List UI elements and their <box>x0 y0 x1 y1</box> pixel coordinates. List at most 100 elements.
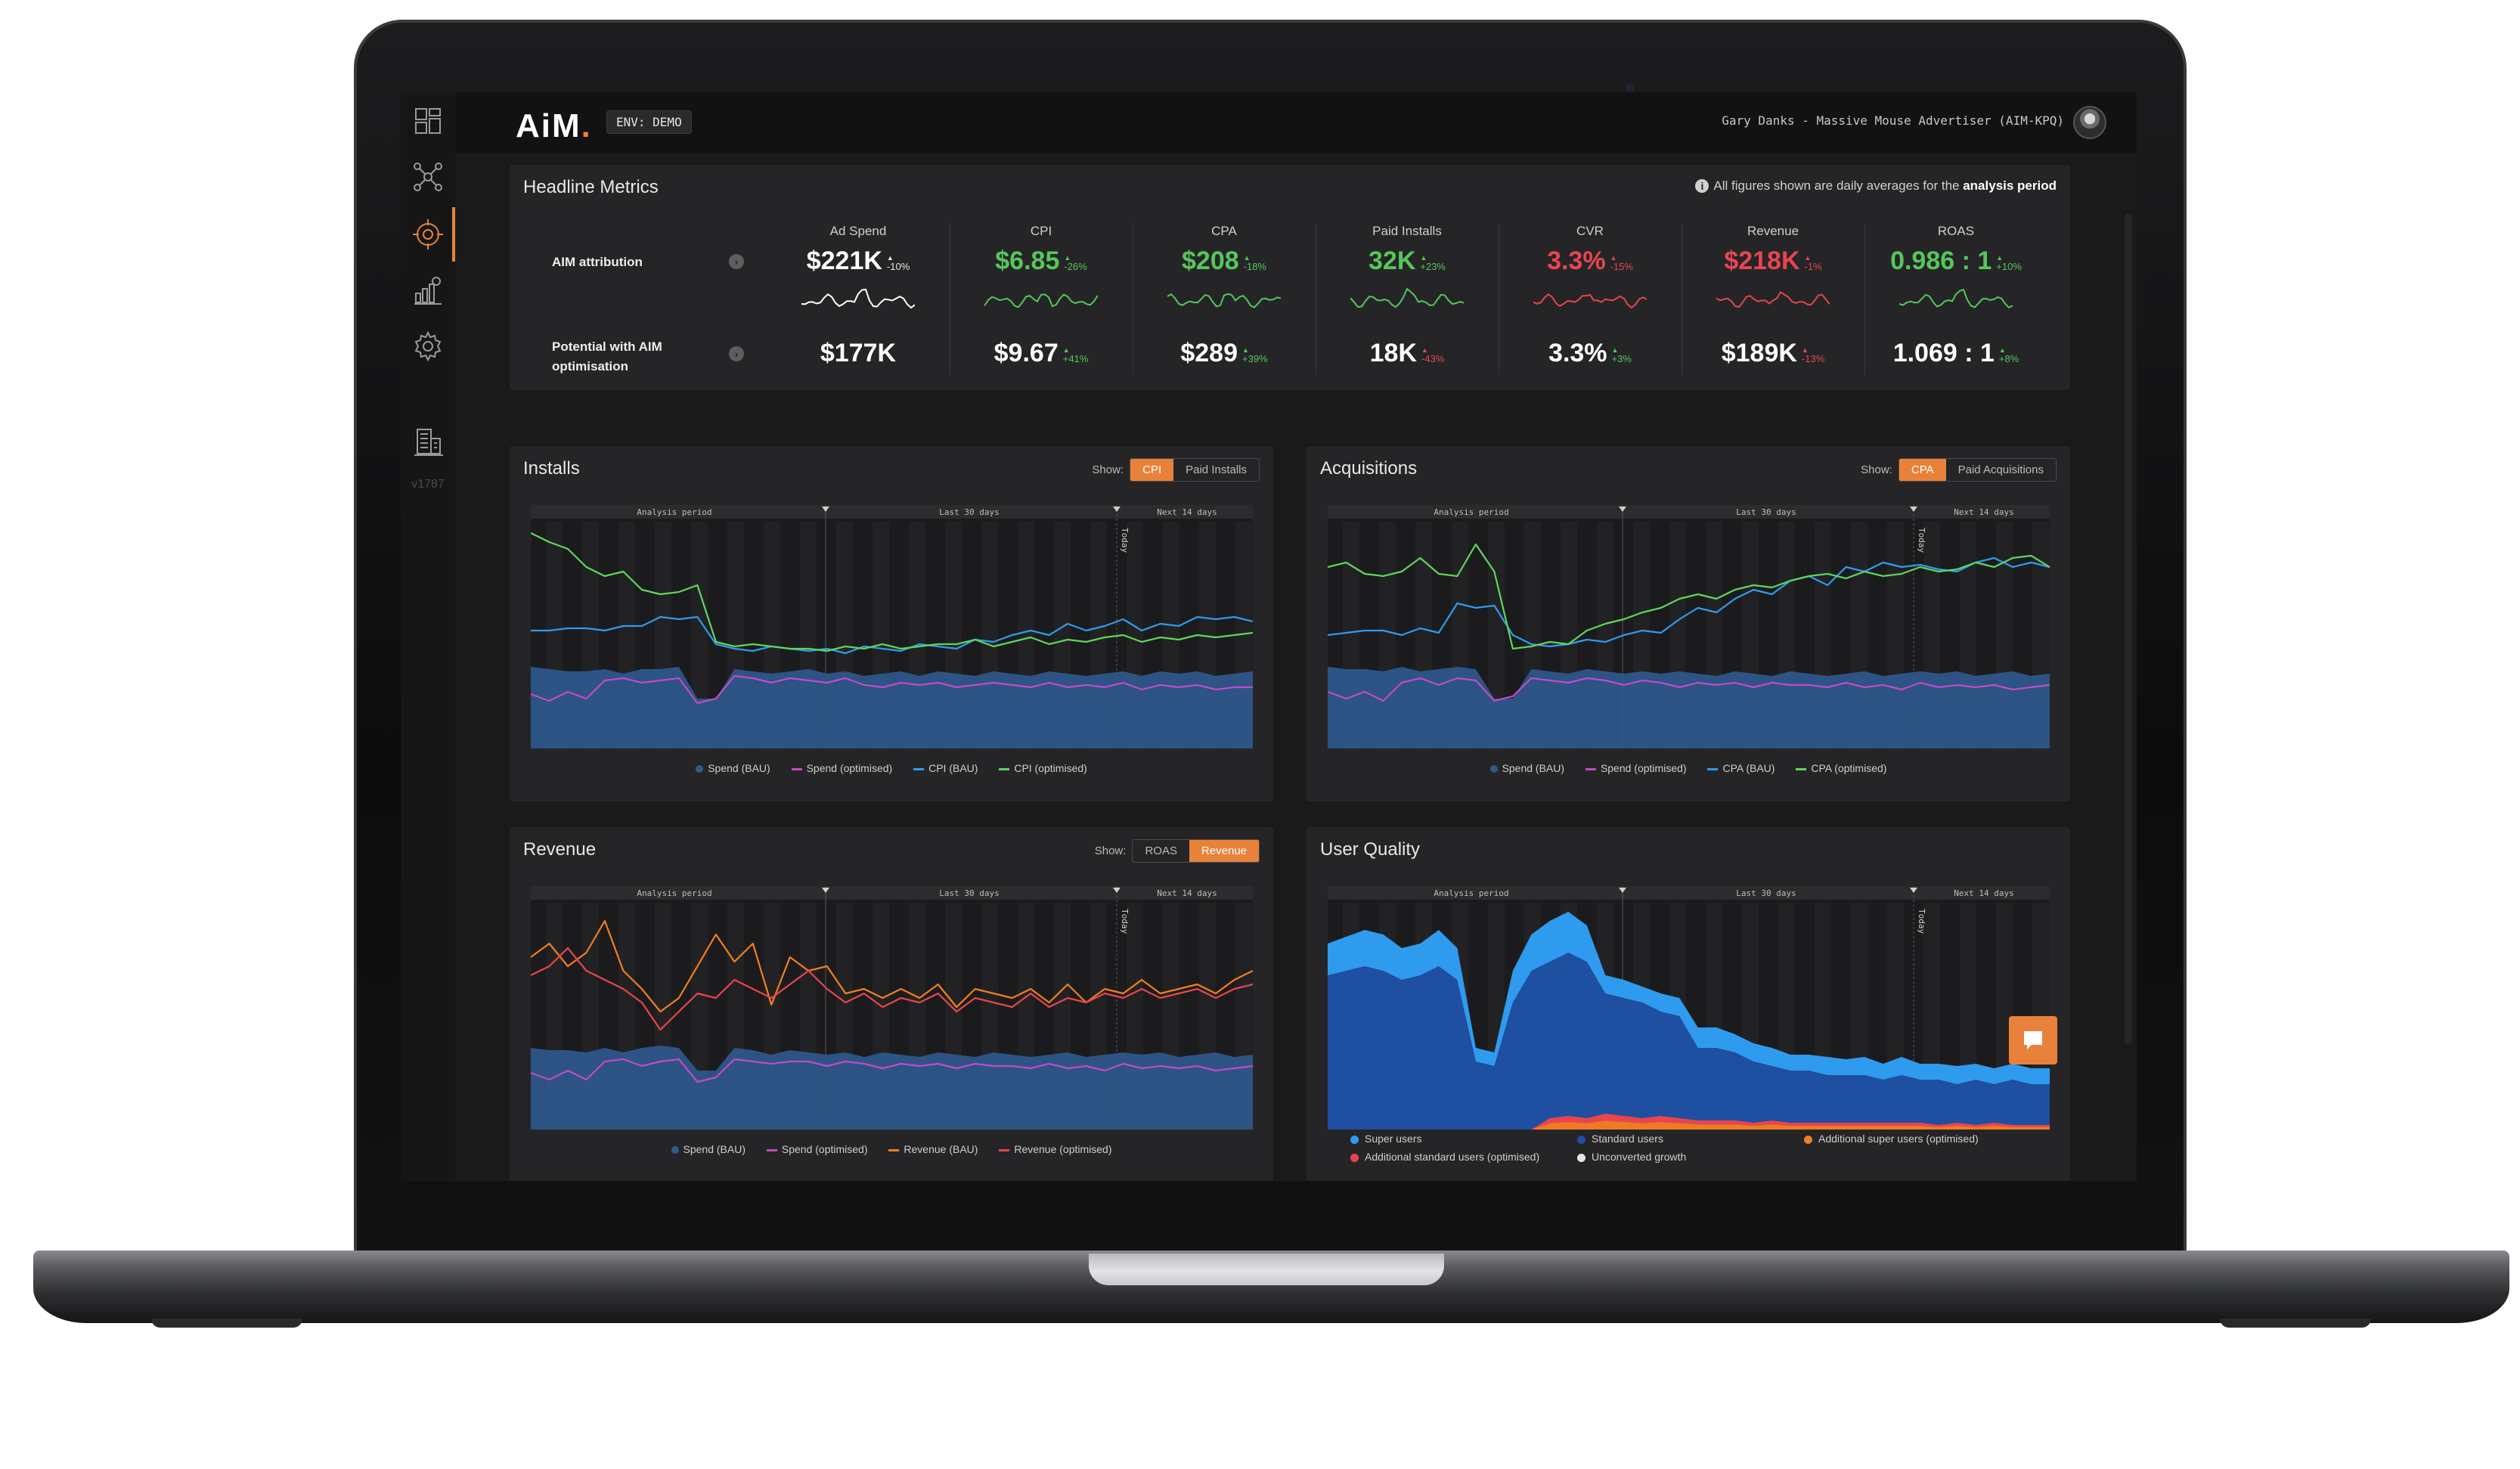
legend-item[interactable]: Unconverted growth <box>1577 1151 1686 1163</box>
chevron-right-icon[interactable]: › <box>729 254 744 269</box>
metric-value-text: $221K <box>806 246 882 275</box>
acquisitions-chart[interactable]: Analysis period Last 30 days Next 14 days T… <box>1328 505 2050 748</box>
toggle-roas[interactable]: ROAS <box>1145 845 1177 857</box>
marker-triangle-icon <box>822 888 829 893</box>
toggle-cpi[interactable]: CPI <box>1130 459 1174 481</box>
sparkline-path <box>1167 293 1281 308</box>
chat-button[interactable] <box>2009 1016 2057 1065</box>
network-icon[interactable] <box>411 160 445 194</box>
legend-item[interactable]: Revenue (optimised) <box>999 1143 1112 1155</box>
chart-svg: Analysis period Last 30 days Next 14 days T… <box>531 886 1253 1130</box>
chart-legend: Spend (BAU) Spend (optimised) CPA (BAU) … <box>1306 762 2070 774</box>
avatar[interactable] <box>2073 106 2106 139</box>
legend-item[interactable]: CPA (optimised) <box>1796 762 1886 774</box>
marker-triangle-icon <box>1910 888 1917 893</box>
legend-label: CPA (optimised) <box>1811 762 1887 774</box>
legend-item[interactable]: Additional super users (optimised) <box>1804 1133 1979 1145</box>
metric-potential-value: $189K ▲ -13% <box>1682 339 1864 368</box>
today-label: Today <box>1120 909 1130 934</box>
legend-item[interactable]: Revenue (BAU) <box>888 1143 978 1155</box>
metric-attribution-value: $221K ▲ -10% <box>767 246 950 276</box>
legend-label: Additional super users (optimised) <box>1818 1133 1979 1145</box>
metric-attribution-value: $218K ▲ -1% <box>1682 246 1864 276</box>
toggle-group: CPI Paid Installs <box>1130 458 1260 482</box>
metric-potential-value: $177K <box>767 339 950 368</box>
legend-item[interactable]: CPI (BAU) <box>913 762 978 774</box>
sparkline-path <box>1716 291 1830 308</box>
legend-item[interactable]: Spend (BAU) <box>1489 762 1564 774</box>
aim-logo[interactable]: AiM. <box>516 107 592 145</box>
legend-item[interactable]: Spend (optimised) <box>791 762 892 774</box>
toggle-revenue[interactable]: Revenue <box>1189 840 1259 862</box>
analytics-icon[interactable] <box>411 274 445 307</box>
sparkline-path <box>984 293 1098 308</box>
legend-item[interactable]: Spend (BAU) <box>696 762 770 774</box>
scrollbar[interactable] <box>2125 213 2132 1045</box>
metric-delta: ▲ +8% <box>1999 346 2019 364</box>
metric-delta: ▲ -13% <box>1802 346 1824 364</box>
sparkline-path <box>801 288 915 309</box>
delta-text: +41% <box>1062 353 1089 365</box>
delta-text: +10% <box>1996 261 2022 273</box>
arrow-up-icon: ▲ <box>1998 346 2006 355</box>
metric-label: Paid Installs <box>1372 224 1442 238</box>
metric-attribution-value: 3.3% ▲ -15% <box>1499 246 1682 276</box>
metric-potential-value: 18K ▲ -43% <box>1316 339 1499 368</box>
series-toggle: Show: ROAS Revenue <box>1095 839 1260 863</box>
metric-value-text: $177K <box>820 339 897 367</box>
metric-value-text: 3.3% <box>1548 339 1607 367</box>
legend-item[interactable]: CPA (BAU) <box>1707 762 1775 774</box>
row-label-aim-attribution: AIM attribution <box>552 255 643 269</box>
delta-text: +23% <box>1420 261 1446 273</box>
arrow-up-icon: ▲ <box>1421 346 1428 355</box>
toggle-cpa[interactable]: CPA <box>1899 459 1946 481</box>
settings-icon[interactable] <box>411 330 445 363</box>
today-label: Today <box>1120 528 1130 553</box>
toggle-paid-installs[interactable]: Paid Installs <box>1186 463 1247 476</box>
metric-sparkline <box>1716 291 1830 308</box>
dashboard-icon[interactable] <box>411 104 445 138</box>
legend-item[interactable]: Standard users <box>1577 1133 1663 1145</box>
legend-item[interactable]: Super users <box>1350 1133 1421 1145</box>
env-badge[interactable]: ENV: DEMO <box>606 110 692 134</box>
metric-value-text: $289 <box>1180 339 1238 367</box>
arrow-up-icon: ▲ <box>886 254 894 262</box>
week-band <box>691 522 708 748</box>
legend-label: Spend (BAU) <box>708 762 770 774</box>
legend-item[interactable]: Spend (optimised) <box>1585 762 1687 774</box>
legend-item[interactable]: Additional standard users (optimised) <box>1350 1151 1539 1163</box>
delta-text: -43% <box>1421 353 1445 365</box>
user-quality-chart[interactable]: Analysis period Last 30 days Next 14 days T… <box>1328 886 2050 1130</box>
metric-value-text: 32K <box>1368 246 1416 275</box>
series-area <box>1328 667 2050 748</box>
installs-chart[interactable]: Analysis period Last 30 days Next 14 days T… <box>531 505 1253 748</box>
revenue-chart[interactable]: Analysis period Last 30 days Next 14 days T… <box>531 886 1253 1130</box>
toggle-paid-acquisitions[interactable]: Paid Acquisitions <box>1957 463 2044 476</box>
arrow-up-icon: ▲ <box>1804 254 1812 262</box>
row-label-potential: Potential with AIM optimisation <box>552 339 662 373</box>
series-area <box>1328 1120 2050 1130</box>
panel-title: Installs <box>523 458 580 479</box>
metric-sparkline <box>1350 287 1464 308</box>
metric-label: Ad Spend <box>829 224 887 238</box>
legend-item[interactable]: Spend (BAU) <box>671 1143 745 1155</box>
user-quality-panel: User Quality Analysis period Last 30 days… <box>1306 827 2070 1181</box>
legend-label: CPI (optimised) <box>1014 762 1087 774</box>
series-toggle: Show: CPA Paid Acquisitions <box>1861 458 2057 482</box>
arrow-up-icon: ▲ <box>1996 254 2004 262</box>
metric-attribution-value: $208 ▲ -18% <box>1133 246 1316 276</box>
user-account-label[interactable]: Gary Danks - Massive Mouse Advertiser (A… <box>1722 113 2064 128</box>
legend-item[interactable]: CPI (optimised) <box>999 762 1087 774</box>
series-line <box>1328 543 2050 650</box>
panel-title: User Quality <box>1320 839 1421 860</box>
sparkline-path <box>1533 293 1647 309</box>
delta-text: +39% <box>1242 353 1268 365</box>
building-icon[interactable] <box>411 425 445 458</box>
target-icon[interactable] <box>411 218 445 251</box>
sidebar: v1787 <box>401 92 455 1181</box>
period-strip <box>531 505 1253 519</box>
show-label: Show: <box>1861 463 1892 476</box>
chevron-right-icon[interactable]: › <box>729 346 744 361</box>
delta-text: -15% <box>1610 261 1633 273</box>
legend-item[interactable]: Spend (optimised) <box>766 1143 868 1155</box>
